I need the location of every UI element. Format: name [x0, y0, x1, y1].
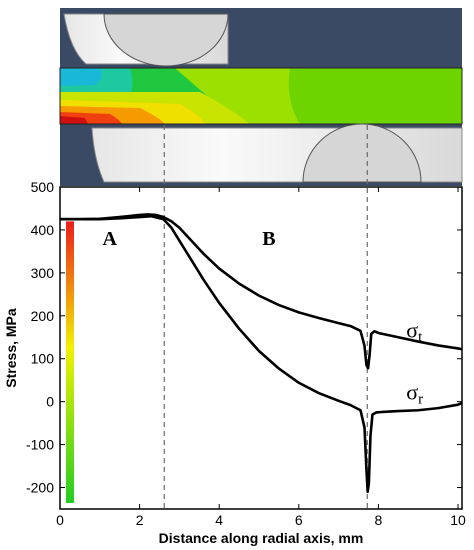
y-tick-label: 500	[31, 179, 55, 195]
series-label-sigma-r: σr	[406, 380, 423, 408]
x-tick-label: 0	[56, 512, 64, 528]
y-tick-label: 400	[31, 222, 55, 238]
x-tick-label: 2	[136, 512, 144, 528]
y-tick-label: 300	[31, 265, 55, 281]
series-line-sigma-t	[60, 213, 463, 370]
y-tick-label: 100	[31, 351, 55, 367]
series-labels: σt σr	[406, 317, 423, 407]
region-label-a: A	[103, 228, 118, 250]
x-tick-label: 8	[375, 512, 383, 528]
plot-frame	[59, 186, 463, 510]
stress-contour-plate	[60, 68, 462, 124]
upper-roller	[103, 13, 229, 67]
y-tick-label: -100	[26, 437, 54, 453]
lower-roller	[302, 123, 422, 183]
series-label-sigma-t: σt	[406, 317, 423, 345]
fea-model-illustration	[59, 8, 463, 186]
y-tick-label: 0	[46, 394, 54, 410]
x-tick-label: 10	[450, 512, 466, 528]
x-axis-ticks: 0 2 4 6 8 10	[56, 187, 466, 528]
x-tick-label: 4	[215, 512, 223, 528]
y-axis-ticks: -200 -100 0 100 200 300 400 500	[26, 179, 462, 496]
y-axis-label: Stress, MPa	[3, 308, 19, 388]
x-axis-label: Distance along radial axis, mm	[159, 530, 364, 546]
colorbar-strip	[66, 221, 74, 503]
y-tick-label: -200	[26, 480, 54, 496]
boundary-lines	[163, 125, 368, 509]
x-tick-label: 6	[295, 512, 303, 528]
series-lines	[60, 213, 463, 494]
series-line-sigma-r	[60, 214, 463, 494]
colorbar	[66, 221, 74, 503]
y-tick-label: 200	[31, 308, 55, 324]
region-label-b: B	[262, 228, 275, 250]
